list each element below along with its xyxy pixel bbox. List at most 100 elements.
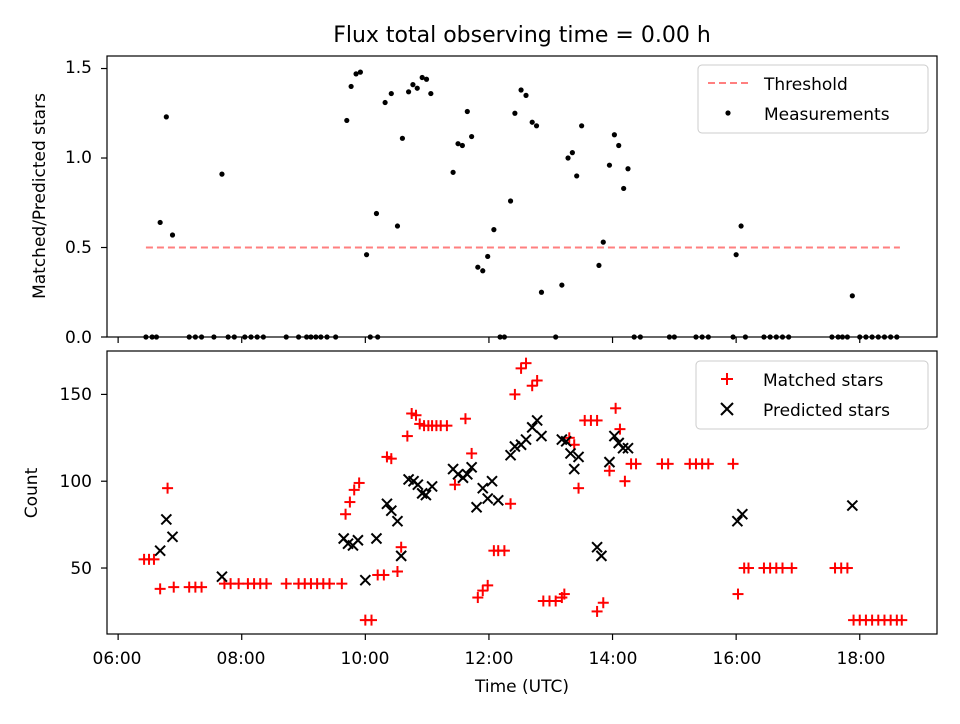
- matched-star-point: [154, 583, 166, 595]
- matched-legend-swatch: [721, 373, 733, 385]
- count-y-tick-label: 50: [70, 559, 92, 579]
- measurement-point: [344, 117, 350, 124]
- measurement-point: [169, 232, 176, 238]
- predicted-star-point: [166, 531, 179, 543]
- measurement-point: [733, 252, 739, 258]
- measurement-point: [621, 185, 627, 192]
- predicted-star-point: [154, 544, 166, 557]
- predicted-star-point: [391, 515, 404, 527]
- measurement-point: [382, 99, 388, 106]
- predicted-star-point: [381, 498, 393, 510]
- matched-star-point: [336, 578, 348, 590]
- matched-star-point: [340, 508, 352, 520]
- matched-star-point: [466, 447, 478, 459]
- measurement-point: [600, 239, 606, 245]
- predicted-star-point: [359, 574, 372, 586]
- predicted-star-point: [452, 468, 464, 480]
- ratio-panel: 0.0 0.5 1.0 1.5 Matched/Predicted stars …: [30, 55, 938, 348]
- matched-star-point: [591, 605, 603, 617]
- matched-star-point: [630, 458, 642, 470]
- matched-star-point: [498, 545, 510, 557]
- predicted-star-point: [385, 505, 397, 517]
- ratio-y-tick-label: 0.5: [65, 238, 92, 258]
- matched-star-point: [391, 565, 403, 577]
- measurement-point: [512, 110, 518, 116]
- measurement-point: [469, 133, 475, 140]
- predicted-star-point: [622, 442, 634, 454]
- predicted-star-point: [426, 480, 438, 493]
- predicted-star-point: [504, 449, 517, 461]
- measurement-point: [157, 219, 163, 226]
- matched-star-point: [610, 402, 622, 414]
- measurement-point: [399, 135, 406, 141]
- measurement-point: [738, 223, 744, 229]
- measurement-point: [405, 89, 412, 95]
- measurement-point: [491, 227, 497, 233]
- matched-star-point: [353, 477, 365, 489]
- predicted-star-point: [595, 550, 608, 562]
- ratio-y-tick-label: 1.5: [65, 58, 92, 78]
- matched-star-point: [410, 409, 422, 421]
- predicted-star-point: [846, 499, 859, 512]
- matched-star-point: [168, 581, 180, 593]
- predicted-star-point: [591, 541, 603, 553]
- predicted-star-point: [526, 421, 538, 434]
- matched-star-point: [776, 562, 788, 574]
- measurement-point: [480, 268, 486, 274]
- x-tick-label: 12:00: [465, 649, 514, 669]
- matched-star-point: [505, 498, 517, 510]
- x-axis-label: Time (UTC): [474, 677, 569, 697]
- matched-star-point: [619, 475, 631, 487]
- matched-star-point: [603, 465, 615, 477]
- matched-star-point: [662, 458, 674, 470]
- measurement-point: [459, 142, 465, 149]
- measurement-point: [579, 123, 585, 129]
- x-tick-label: 18:00: [837, 649, 886, 669]
- measurement-point: [414, 85, 420, 91]
- measurement-point: [574, 173, 580, 179]
- measurement-point: [423, 76, 430, 82]
- measurement-point: [357, 69, 363, 75]
- matched-star-point: [732, 588, 744, 600]
- predicted-star-point: [216, 570, 228, 583]
- matched-star-point: [558, 588, 570, 600]
- measurement-point: [538, 289, 545, 295]
- matched-star-point: [401, 430, 413, 442]
- matched-star-point: [395, 541, 407, 553]
- predicted-star-point: [531, 414, 543, 427]
- predicted-star-point: [420, 489, 432, 501]
- matched-star-point: [378, 569, 390, 581]
- measurement-point: [565, 155, 571, 161]
- measurement-point: [428, 90, 434, 97]
- predicted-star-point: [572, 451, 585, 463]
- measurement-point: [219, 171, 225, 177]
- predicted-legend-swatch: [720, 402, 734, 416]
- matched-star-point: [344, 496, 356, 508]
- ratio-marks: [101, 67, 900, 343]
- x-tick-label: 16:00: [713, 649, 762, 669]
- matched-star-point: [459, 413, 471, 425]
- predicted-star-point: [520, 433, 532, 446]
- measurement-point: [611, 132, 617, 138]
- x-tick-label: 10:00: [341, 649, 390, 669]
- predicted-star-point: [617, 442, 629, 454]
- count-panel: 50 100 150 06:00 08:00 10:00 12:00 14:00…: [22, 350, 938, 697]
- measurement-point: [485, 253, 491, 260]
- matched-star-point: [573, 482, 585, 494]
- measurement-point: [849, 293, 855, 299]
- predicted-star-point: [486, 475, 498, 487]
- count-y-axis-label: Count: [22, 467, 42, 518]
- matched-star-point: [233, 578, 245, 590]
- matched-star-point: [472, 592, 484, 604]
- predicted-star-point: [160, 513, 173, 526]
- predicted-star-point: [370, 532, 383, 545]
- predicted-star-point: [568, 463, 580, 475]
- count-legend-box: [695, 360, 929, 430]
- ratio-y-ticks: 0.0 0.5 1.0 1.5: [65, 58, 92, 348]
- matched-star-point: [591, 414, 603, 426]
- measurement-point: [559, 282, 565, 288]
- measurement-point: [373, 210, 380, 217]
- matched-star-point: [196, 581, 208, 593]
- matched-legend-label: Matched stars: [763, 371, 883, 391]
